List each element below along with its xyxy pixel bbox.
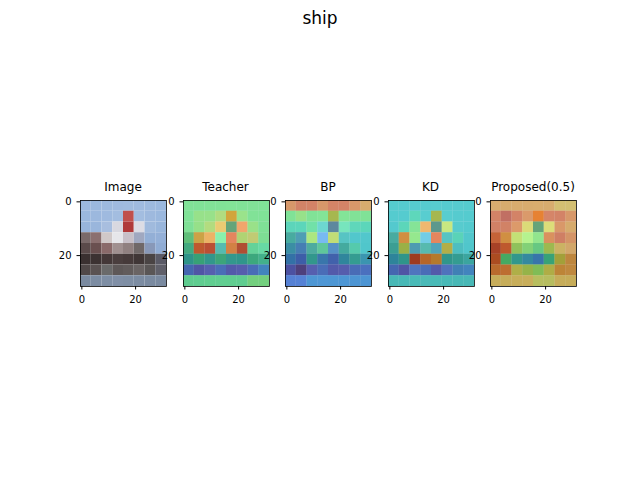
html-text:Teacher: Teacher [202,180,249,194]
svg-text:20: 20 [129,294,142,305]
svg-text:20: 20 [539,294,552,305]
svg-text:20: 20 [232,294,245,305]
svg-text:0: 0 [475,196,481,207]
html-text:ship: ship [302,8,338,28]
svg-text:20: 20 [366,250,379,261]
svg-text:0: 0 [373,196,379,207]
svg-text:0: 0 [489,294,495,305]
svg-text:20: 20 [469,250,482,261]
svg-text:0: 0 [65,196,71,207]
svg-text:0: 0 [181,294,187,305]
svg-text:20: 20 [264,250,277,261]
html-text:KD: KD [421,180,439,194]
svg-text:0: 0 [79,294,85,305]
svg-text:20: 20 [59,250,72,261]
html-text:Proposed(0.5): Proposed(0.5) [491,180,575,194]
html-text:Image: Image [104,180,142,194]
svg-text:20: 20 [334,294,347,305]
svg-text:20: 20 [161,250,174,261]
svg-text:0: 0 [270,196,276,207]
svg-text:0: 0 [168,196,174,207]
svg-text:0: 0 [284,294,290,305]
svg-text:0: 0 [386,294,392,305]
html-text:BP: BP [320,180,336,194]
svg-text:20: 20 [437,294,450,305]
